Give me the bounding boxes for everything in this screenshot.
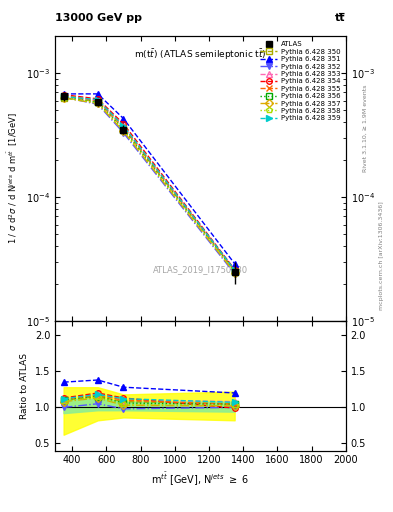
Text: mcplots.cern.ch [arXiv:1306.3436]: mcplots.cern.ch [arXiv:1306.3436] [379,202,384,310]
Line: Pythia 6.428 355: Pythia 6.428 355 [61,93,237,273]
Legend: ATLAS, Pythia 6.428 350, Pythia 6.428 351, Pythia 6.428 352, Pythia 6.428 353, P: ATLAS, Pythia 6.428 350, Pythia 6.428 35… [258,39,342,123]
Pythia 6.428 359 [121,123,126,129]
Pythia 6.428 358 [61,95,66,101]
Pythia 6.428 350 [95,98,100,104]
Line: Pythia 6.428 351: Pythia 6.428 351 [61,91,237,266]
Pythia 6.428 351 [61,91,66,97]
Pythia 6.428 354 [95,96,100,102]
Pythia 6.428 350 [61,95,66,101]
Line: Pythia 6.428 359: Pythia 6.428 359 [61,94,237,273]
Pythia 6.428 351 [232,261,237,267]
Pythia 6.428 356 [232,269,237,275]
Text: 13000 GeV pp: 13000 GeV pp [55,13,142,23]
Pythia 6.428 355 [61,93,66,99]
Y-axis label: 1 / $\sigma$ d$^2\sigma$ / d N$^{jets}$ d m$^{t\bar{t}}$  [1/GeV]: 1 / $\sigma$ d$^2\sigma$ / d N$^{jets}$ … [6,113,20,244]
Pythia 6.428 357 [61,95,66,101]
Pythia 6.428 358 [121,127,126,134]
Text: m(t$\bar{t}$) (ATLAS semileptonic t$\bar{t}$): m(t$\bar{t}$) (ATLAS semileptonic t$\bar… [134,47,267,62]
Line: Pythia 6.428 354: Pythia 6.428 354 [61,92,237,272]
Pythia 6.428 358 [95,100,100,106]
Y-axis label: Ratio to ATLAS: Ratio to ATLAS [20,353,29,419]
Pythia 6.428 353 [232,266,237,272]
Text: tt̅: tt̅ [335,13,346,23]
Pythia 6.428 352 [95,101,100,108]
Pythia 6.428 359 [61,93,66,99]
Pythia 6.428 351 [121,116,126,122]
Pythia 6.428 356 [121,126,126,133]
Line: Pythia 6.428 353: Pythia 6.428 353 [61,94,237,272]
Pythia 6.428 353 [95,98,100,104]
Pythia 6.428 355 [95,98,100,104]
Pythia 6.428 357 [95,100,100,106]
Pythia 6.428 354 [232,266,237,272]
Pythia 6.428 358 [232,269,237,275]
Pythia 6.428 350 [121,125,126,131]
Pythia 6.428 356 [95,99,100,105]
Line: Pythia 6.428 352: Pythia 6.428 352 [61,94,237,276]
Line: Pythia 6.428 350: Pythia 6.428 350 [61,95,237,273]
Pythia 6.428 356 [61,94,66,100]
Pythia 6.428 354 [121,121,126,127]
Pythia 6.428 353 [61,93,66,99]
Text: ATLAS_2019_I1750330: ATLAS_2019_I1750330 [153,265,248,274]
Pythia 6.428 354 [61,92,66,98]
Line: Pythia 6.428 358: Pythia 6.428 358 [61,95,237,275]
Pythia 6.428 351 [95,91,100,97]
Pythia 6.428 357 [121,128,126,134]
Pythia 6.428 352 [121,130,126,136]
Pythia 6.428 355 [121,123,126,130]
Text: Rivet 3.1.10, ≥ 1.9M events: Rivet 3.1.10, ≥ 1.9M events [363,84,368,172]
Pythia 6.428 352 [232,271,237,277]
Pythia 6.428 353 [121,123,126,130]
X-axis label: m$^{t\bar{t}}$ [GeV], N$^{jets}$ $\geq$ 6: m$^{t\bar{t}}$ [GeV], N$^{jets}$ $\geq$ … [151,471,250,488]
Pythia 6.428 357 [232,270,237,276]
Pythia 6.428 359 [232,267,237,273]
Pythia 6.428 359 [95,97,100,103]
Pythia 6.428 350 [232,267,237,273]
Pythia 6.428 352 [61,94,66,100]
Line: Pythia 6.428 357: Pythia 6.428 357 [61,95,237,275]
Pythia 6.428 355 [232,267,237,273]
Line: Pythia 6.428 356: Pythia 6.428 356 [61,94,237,274]
